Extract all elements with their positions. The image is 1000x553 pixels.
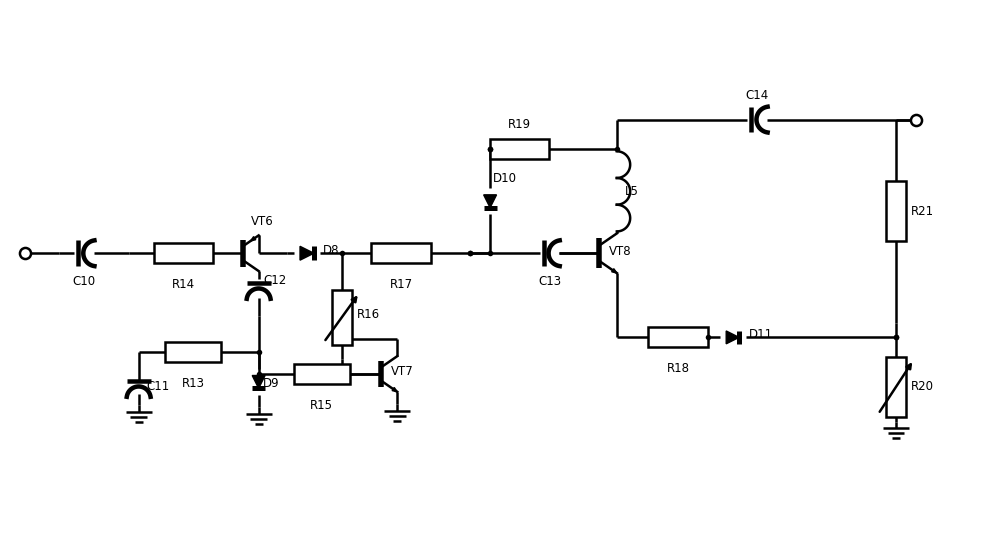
Bar [371, 243, 431, 263]
Bar [294, 364, 350, 384]
Bar [490, 139, 549, 159]
Polygon shape [252, 375, 265, 388]
Text: VT7: VT7 [391, 364, 414, 378]
Text: VT8: VT8 [609, 245, 632, 258]
Text: R17: R17 [389, 278, 413, 291]
Text: R21: R21 [911, 205, 934, 218]
Bar [886, 181, 906, 241]
Text: VT6: VT6 [251, 216, 273, 228]
Text: L5: L5 [625, 185, 639, 198]
Bar [165, 342, 221, 362]
Text: R13: R13 [182, 377, 205, 390]
Polygon shape [484, 195, 497, 208]
Text: D9: D9 [263, 377, 279, 390]
Text: D8: D8 [323, 244, 339, 257]
Polygon shape [392, 388, 397, 392]
Text: C14: C14 [746, 89, 769, 102]
Text: D10: D10 [493, 173, 517, 185]
Text: C10: C10 [73, 275, 96, 288]
Text: R14: R14 [172, 278, 195, 291]
Polygon shape [300, 246, 314, 260]
Text: R19: R19 [508, 118, 531, 132]
Text: C13: C13 [538, 275, 561, 288]
Text: R18: R18 [667, 362, 690, 375]
Bar [648, 327, 708, 347]
Bar [332, 290, 352, 345]
Text: R20: R20 [911, 380, 934, 393]
Bar [154, 243, 213, 263]
Text: R16: R16 [356, 308, 380, 321]
Polygon shape [726, 331, 739, 344]
Text: C11: C11 [147, 380, 170, 393]
Polygon shape [251, 237, 256, 241]
Text: C12: C12 [264, 274, 287, 288]
Text: R15: R15 [310, 399, 333, 412]
Bar [886, 357, 906, 416]
Text: D11: D11 [748, 328, 773, 341]
Polygon shape [612, 269, 617, 273]
